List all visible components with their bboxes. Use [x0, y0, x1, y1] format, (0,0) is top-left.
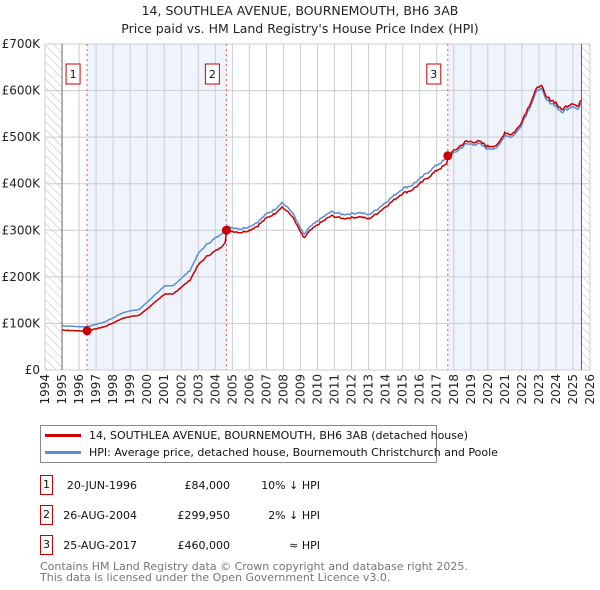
sale-label-box	[426, 63, 442, 85]
legend: 14, SOUTHLEA AVENUE, BOURNEMOUTH, BH6 3A…	[40, 425, 498, 463]
x-tick-label: 2015	[396, 374, 410, 405]
x-tick-label: 2004	[208, 374, 222, 405]
sale-date: 26-AUG-2004	[63, 509, 137, 522]
ownership-shade-1	[87, 44, 227, 370]
x-tick-label: 1994	[38, 374, 52, 405]
x-tick-label: 2019	[464, 374, 478, 405]
sale-point	[221, 225, 231, 235]
y-tick-label: £500K	[2, 130, 42, 144]
x-tick-label: 2009	[293, 374, 307, 405]
legend-swatch-blue	[45, 451, 81, 454]
property-price-line	[61, 84, 582, 332]
x-tick-label: 2024	[549, 374, 563, 405]
legend-label-hpi: HPI: Average price, detached house, Bour…	[89, 446, 498, 459]
sale-vs-hpi: 2% ↓ HPI	[268, 509, 320, 522]
x-tick-label: 1999	[123, 374, 137, 405]
sale-row: 3 25-AUG-2017 £460,000 ≈ HPI	[40, 535, 320, 555]
chart-title: 14, SOUTHLEA AVENUE, BOURNEMOUTH, BH6 3A…	[141, 3, 459, 18]
footer-line-1: Contains HM Land Registry data © Crown c…	[40, 560, 468, 573]
x-tick-label: 2022	[515, 374, 529, 405]
x-tick-label: 2007	[259, 374, 273, 405]
x-tick-label: 2001	[157, 374, 171, 405]
y-tick-label: £300K	[2, 223, 42, 237]
sale-label-number: 3	[430, 68, 437, 81]
legend-swatch-red	[45, 434, 81, 437]
x-tick-label: 2021	[498, 374, 512, 405]
legend-label-property: 14, SOUTHLEA AVENUE, BOURNEMOUTH, BH6 3A…	[89, 429, 469, 442]
x-tick-label: 2016	[413, 374, 427, 405]
sale-vs-hpi: 10% ↓ HPI	[261, 479, 320, 492]
x-tick-label: 2020	[481, 374, 495, 405]
sale-badge: 2	[40, 505, 53, 525]
sale-badge: 1	[40, 475, 53, 495]
y-tick-label: £400K	[2, 177, 42, 191]
y-tick-label: £200K	[2, 270, 42, 284]
sale-point	[82, 326, 92, 336]
x-tick-label: 2026	[583, 374, 597, 405]
sale-vs-hpi: ≈ HPI	[289, 539, 320, 552]
x-tick-label: 2002	[174, 374, 188, 405]
x-tick-label: 2013	[362, 374, 376, 405]
footer: Contains HM Land Registry data © Crown c…	[40, 561, 468, 583]
x-tick-label: 1995	[55, 374, 69, 405]
chart-subtitle: Price paid vs. HM Land Registry's House …	[121, 21, 479, 36]
sale-label-box	[204, 63, 220, 85]
y-tick-label: £100K	[2, 316, 42, 330]
sale-price: £299,950	[177, 509, 231, 522]
x-tick-label: 1997	[89, 374, 103, 405]
y-tick-label: £700K	[2, 37, 42, 51]
hpi-line	[62, 87, 582, 328]
sale-label-number: 1	[70, 68, 77, 81]
sale-label-box	[65, 63, 81, 85]
sale-price: £460,000	[177, 539, 231, 552]
sale-row: 2 26-AUG-2004 £299,950 2% ↓ HPI	[40, 505, 320, 525]
x-tick-label: 2023	[532, 374, 546, 405]
x-tick-label: 2008	[276, 374, 290, 405]
x-tick-label: 1996	[72, 374, 86, 405]
sale-price: £84,000	[184, 479, 231, 492]
x-tick-label: 2011	[328, 374, 342, 405]
sale-badge: 3	[40, 535, 53, 555]
y-tick-label: £0	[25, 363, 40, 377]
x-tick-label: 2005	[225, 374, 239, 405]
x-tick-label: 2003	[191, 374, 205, 405]
sale-date: 25-AUG-2017	[63, 539, 137, 552]
sale-row: 1 20-JUN-1996 £84,000 10% ↓ HPI	[40, 475, 320, 495]
x-tick-label: 2017	[430, 374, 444, 405]
x-tick-label: 2010	[311, 374, 325, 405]
footer-line-2: This data is licensed under the Open Gov…	[40, 571, 391, 584]
sale-label-number: 2	[209, 68, 216, 81]
no-data-region-end	[581, 44, 590, 370]
x-tick-label: 2012	[345, 374, 359, 405]
x-tick-label: 2000	[140, 374, 154, 405]
x-tick-label: 1998	[106, 374, 120, 405]
x-tick-label: 2018	[447, 374, 461, 405]
y-tick-label: £600K	[2, 84, 42, 98]
x-tick-label: 2025	[566, 374, 580, 405]
x-tick-label: 2006	[242, 374, 256, 405]
sale-date: 20-JUN-1996	[66, 479, 137, 492]
x-tick-label: 2014	[379, 374, 393, 405]
no-data-region-start	[45, 44, 63, 370]
sale-point	[443, 151, 453, 161]
ownership-shade-3	[447, 44, 582, 370]
plot-area: 1994 1995 1996 1997 1998 1999 2000 2001 2002 2003…	[2, 37, 597, 405]
